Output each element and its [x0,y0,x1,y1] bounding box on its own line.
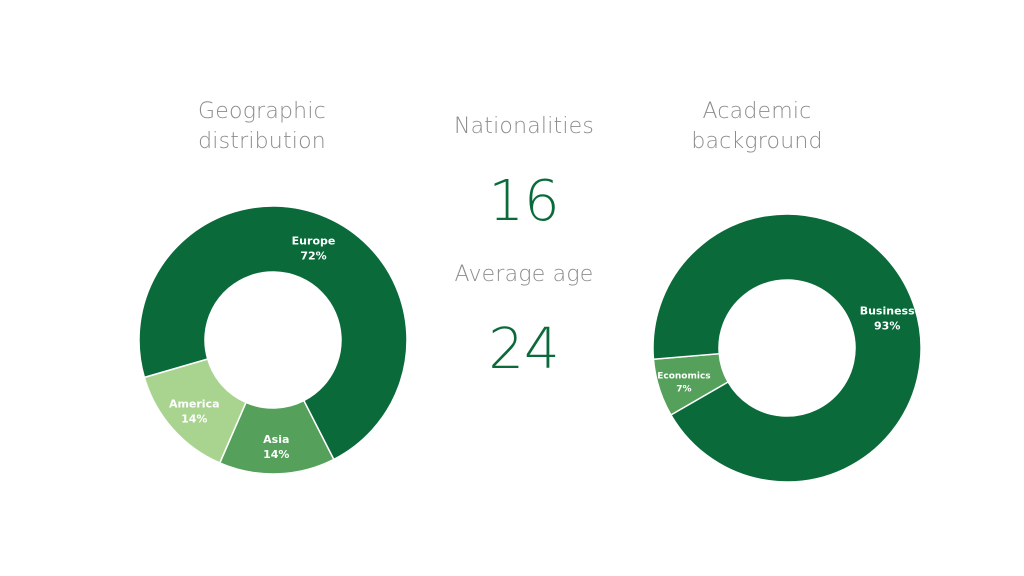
donut-segment-business [652,213,922,483]
segment-value-label-europe: 72% [300,249,326,262]
segment-value-label-business: 93% [874,320,900,333]
geographic-distribution-donut-chart: Asia 14% America 14% Europe 72% [138,205,408,475]
academic-background-title: Academic background [657,97,857,157]
nationalities-title: Nationalities [453,114,595,139]
donut-segment-europe [138,205,408,461]
segment-label-asia: Asia [263,433,289,446]
average-age-value: 24 [488,317,560,382]
segment-value-label-asia: 14% [263,448,289,461]
average-age-title: Average age [454,262,594,287]
geographic-title-line-2: distribution [198,129,326,154]
geographic-title-line-1: Geographic [198,99,326,124]
segment-label-economics: Economics [657,371,710,381]
segment-label-business: Business [860,305,915,318]
segment-label-america: America [169,397,220,410]
segment-label-europe: Europe [292,234,336,247]
academic-background-donut-chart: Economics 7% Business 93% [652,213,922,483]
segment-value-label-america: 14% [181,412,207,425]
nationalities-value: 16 [488,169,560,234]
segment-value-label-economics: 7% [676,384,691,394]
geographic-distribution-title: Geographic distribution [162,97,362,157]
academic-title-line-2: background [691,129,823,154]
academic-title-line-1: Academic [702,99,812,124]
